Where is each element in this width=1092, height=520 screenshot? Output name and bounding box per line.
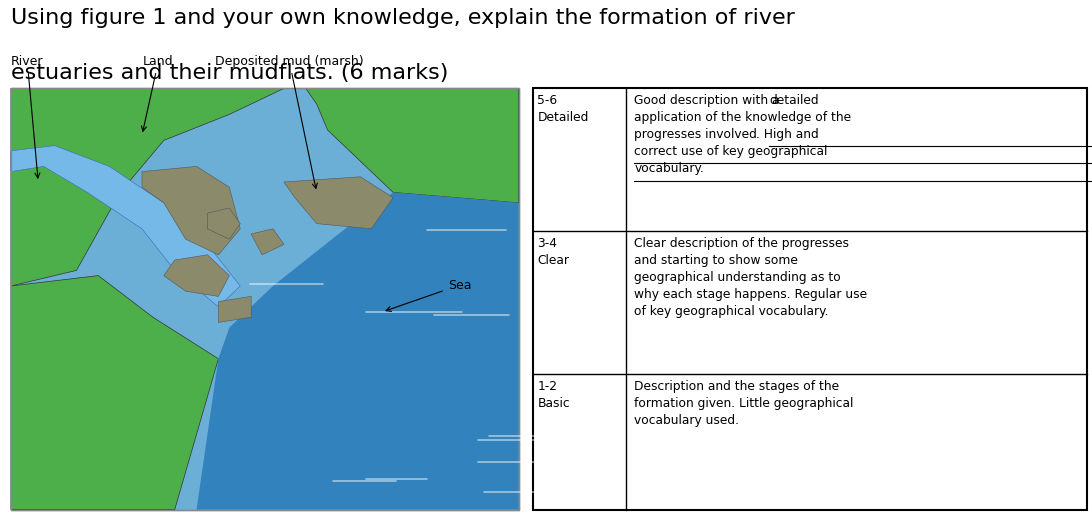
Text: vocabulary.: vocabulary. [634,162,704,175]
Text: Basic: Basic [537,397,570,410]
Text: correct use of key geographical: correct use of key geographical [634,145,828,158]
Polygon shape [164,255,229,296]
Text: estuaries and their mudflats. (6 marks): estuaries and their mudflats. (6 marks) [11,63,449,83]
Text: Using figure 1 and your own knowledge, explain the formation of river: Using figure 1 and your own knowledge, e… [11,8,795,28]
Text: River: River [11,55,44,178]
Polygon shape [197,192,519,510]
Text: Land: Land [142,55,174,131]
Text: geographical understanding as to: geographical understanding as to [634,271,841,284]
Text: formation given. Little geographical: formation given. Little geographical [634,397,854,410]
FancyBboxPatch shape [11,88,519,510]
Text: Detailed: Detailed [537,111,589,124]
Polygon shape [284,177,393,229]
Text: . High and: . High and [756,128,819,141]
Text: Description and the stages of the: Description and the stages of the [634,380,840,393]
Polygon shape [306,88,519,203]
Text: Good description with a: Good description with a [634,94,784,107]
Polygon shape [218,296,251,322]
Text: Sea: Sea [385,279,472,311]
Polygon shape [11,276,218,510]
Text: and starting to show some: and starting to show some [634,254,798,267]
Text: of key geographical vocabulary.: of key geographical vocabulary. [634,305,829,318]
Polygon shape [11,88,284,286]
Text: Deposited mud (marsh): Deposited mud (marsh) [215,55,364,188]
Text: 1-2: 1-2 [537,380,557,393]
FancyBboxPatch shape [533,88,1087,510]
Text: progresses involved: progresses involved [634,128,758,141]
Polygon shape [207,208,240,239]
Text: 3-4: 3-4 [537,237,557,250]
Text: Clear description of the progresses: Clear description of the progresses [634,237,850,250]
Text: why each stage happens. Regular use: why each stage happens. Regular use [634,288,867,301]
Polygon shape [251,229,284,255]
Polygon shape [142,166,240,255]
Text: Clear: Clear [537,254,569,267]
Text: vocabulary used.: vocabulary used. [634,414,739,427]
Polygon shape [11,146,240,307]
Text: 5-6: 5-6 [537,94,557,107]
Text: detailed: detailed [769,94,819,107]
Text: application of the knowledge of the: application of the knowledge of the [634,111,852,124]
